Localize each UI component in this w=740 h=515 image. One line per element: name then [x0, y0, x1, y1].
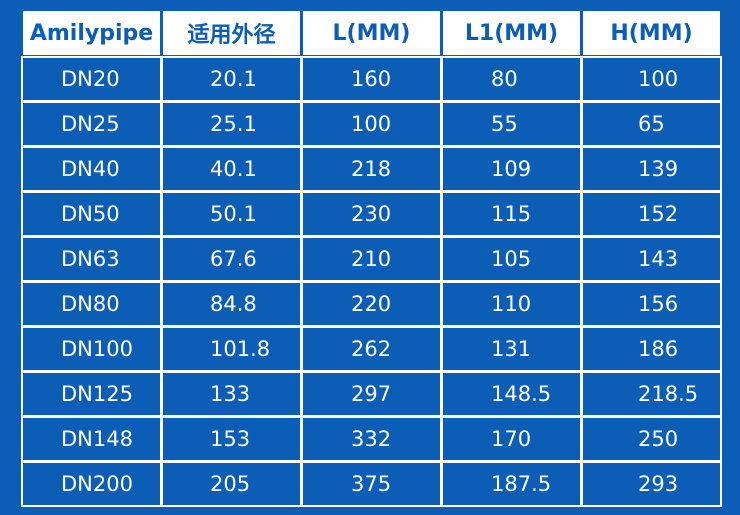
length-cell: 100 — [301, 101, 442, 147]
length-cell: 262 — [301, 326, 442, 372]
height-cell: 250 — [581, 416, 722, 462]
height-cell: 152 — [581, 191, 722, 237]
height-cell: 293 — [581, 461, 722, 507]
size-cell: DN50 — [21, 191, 162, 237]
dimension-table: Amilypipe 适用外径 L(MM) L1(MM) H(MM) DN20 20… — [20, 8, 723, 508]
length-l1-cell: 148.5 — [441, 371, 582, 417]
size-cell: DN200 — [21, 461, 162, 507]
size-cell: DN125 — [21, 371, 162, 417]
length-l1-cell: 131 — [441, 326, 582, 372]
table-row: DN80 84.8 220 110 156 — [21, 281, 722, 327]
header-row: Amilypipe 适用外径 L(MM) L1(MM) H(MM) — [23, 11, 720, 55]
size-cell: DN25 — [21, 101, 162, 147]
table-row: DN200 205 375 187.5 293 — [21, 461, 722, 507]
size-cell: DN40 — [21, 146, 162, 192]
outer-diameter-cell: 133 — [161, 371, 302, 417]
table-row: DN25 25.1 100 55 65 — [21, 101, 722, 147]
length-l1-cell: 80 — [441, 56, 582, 102]
height-cell: 139 — [581, 146, 722, 192]
length-l1-cell: 109 — [441, 146, 582, 192]
table-header: Amilypipe 适用外径 L(MM) L1(MM) H(MM) — [23, 11, 720, 55]
height-cell: 218.5 — [581, 371, 722, 417]
length-l1-cell: 55 — [441, 101, 582, 147]
length-cell: 220 — [301, 281, 442, 327]
length-l1-cell: 110 — [441, 281, 582, 327]
header-outer-diameter: 适用外径 — [163, 11, 300, 55]
height-cell: 143 — [581, 236, 722, 282]
outer-diameter-cell: 25.1 — [161, 101, 302, 147]
height-cell: 100 — [581, 56, 722, 102]
height-cell: 156 — [581, 281, 722, 327]
table-row: DN50 50.1 230 115 152 — [21, 191, 722, 237]
size-cell: DN148 — [21, 416, 162, 462]
length-l1-cell: 187.5 — [441, 461, 582, 507]
outer-diameter-cell: 50.1 — [161, 191, 302, 237]
height-cell: 186 — [581, 326, 722, 372]
table-row: DN125 133 297 148.5 218.5 — [21, 371, 722, 417]
header-length-l1: L1(MM) — [443, 11, 580, 55]
height-cell: 65 — [581, 101, 722, 147]
table-row: DN63 67.6 210 105 143 — [21, 236, 722, 282]
outer-diameter-cell: 153 — [161, 416, 302, 462]
length-cell: 297 — [301, 371, 442, 417]
outer-diameter-cell: 101.8 — [161, 326, 302, 372]
outer-diameter-cell: 20.1 — [161, 56, 302, 102]
length-cell: 230 — [301, 191, 442, 237]
table-row: DN148 153 332 170 250 — [21, 416, 722, 462]
table-row: DN40 40.1 218 109 139 — [21, 146, 722, 192]
length-l1-cell: 115 — [441, 191, 582, 237]
outer-diameter-cell: 67.6 — [161, 236, 302, 282]
length-cell: 160 — [301, 56, 442, 102]
outer-diameter-cell: 205 — [161, 461, 302, 507]
length-cell: 375 — [301, 461, 442, 507]
length-l1-cell: 170 — [441, 416, 582, 462]
header-length: L(MM) — [303, 11, 440, 55]
size-cell: DN63 — [21, 236, 162, 282]
table-row: DN20 20.1 160 80 100 — [21, 56, 722, 102]
header-brand: Amilypipe — [23, 11, 160, 55]
size-cell: DN80 — [21, 281, 162, 327]
outer-diameter-cell: 40.1 — [161, 146, 302, 192]
length-l1-cell: 105 — [441, 236, 582, 282]
header-height: H(MM) — [583, 11, 720, 55]
outer-diameter-cell: 84.8 — [161, 281, 302, 327]
table-body: DN20 20.1 160 80 100 DN25 25.1 100 55 65 DN40 40.1 2… — [21, 56, 722, 507]
size-cell: DN100 — [21, 326, 162, 372]
table-row: DN100 101.8 262 131 186 — [21, 326, 722, 372]
length-cell: 332 — [301, 416, 442, 462]
length-cell: 210 — [301, 236, 442, 282]
length-cell: 218 — [301, 146, 442, 192]
size-cell: DN20 — [21, 56, 162, 102]
